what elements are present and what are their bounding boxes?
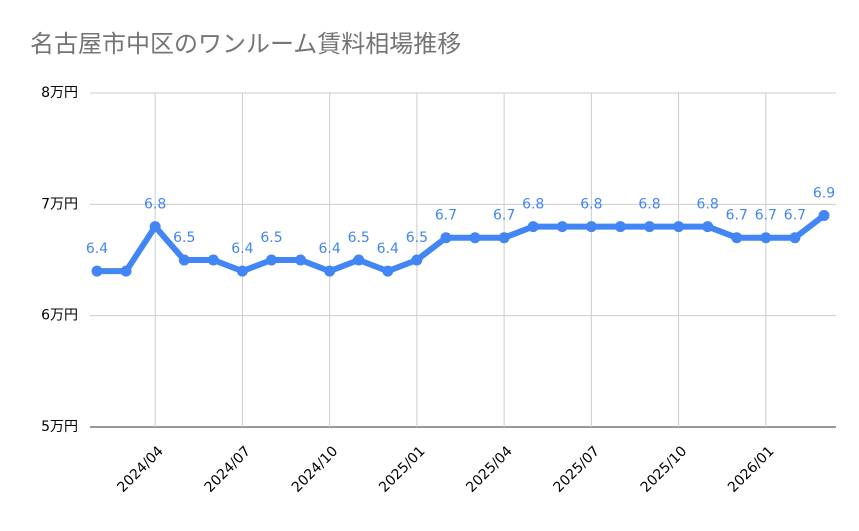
point xyxy=(760,232,772,244)
y-tick-label: 8万円 xyxy=(41,85,78,101)
data-label: 6.8 xyxy=(697,197,719,213)
data-label: 6.5 xyxy=(173,230,195,246)
point xyxy=(556,221,568,233)
chart-title: 名古屋市中区のワンルーム賃料相場推移 xyxy=(30,30,461,58)
data-label: 6.8 xyxy=(580,197,602,213)
point xyxy=(702,221,714,233)
y-tick-label: 6万円 xyxy=(41,308,78,324)
point xyxy=(673,221,685,233)
point xyxy=(731,232,743,244)
data-label: 6.8 xyxy=(144,197,166,213)
point xyxy=(382,265,394,277)
point xyxy=(469,232,481,244)
data-label: 6.5 xyxy=(348,230,370,246)
data-label: 6.4 xyxy=(86,241,108,257)
data-label: 6.8 xyxy=(638,197,660,213)
data-label: 6.4 xyxy=(319,241,341,257)
point xyxy=(818,209,830,221)
data-label: 6.4 xyxy=(377,241,399,257)
point xyxy=(527,221,539,233)
y-tick-label: 5万円 xyxy=(41,419,78,435)
point xyxy=(324,265,336,277)
point xyxy=(178,254,190,266)
point xyxy=(265,254,277,266)
point xyxy=(789,232,801,244)
data-label: 6.5 xyxy=(406,230,428,246)
point xyxy=(353,254,365,266)
point xyxy=(149,221,161,233)
point xyxy=(585,221,597,233)
point xyxy=(91,265,103,277)
data-label: 6.7 xyxy=(493,208,515,224)
data-label: 6.9 xyxy=(813,185,835,201)
point xyxy=(411,254,423,266)
data-label: 6.7 xyxy=(784,208,806,224)
data-label: 6.7 xyxy=(726,208,748,224)
point xyxy=(120,265,132,277)
point xyxy=(644,221,656,233)
data-label: 6.8 xyxy=(522,197,544,213)
point xyxy=(295,254,307,266)
data-label: 6.7 xyxy=(435,208,457,224)
y-tick-label: 7万円 xyxy=(41,196,78,212)
point xyxy=(236,265,248,277)
point xyxy=(207,254,219,266)
point xyxy=(498,232,510,244)
data-label: 6.7 xyxy=(755,208,777,224)
data-label: 6.4 xyxy=(231,241,253,257)
data-label: 6.5 xyxy=(260,230,282,246)
point xyxy=(614,221,626,233)
point xyxy=(440,232,452,244)
